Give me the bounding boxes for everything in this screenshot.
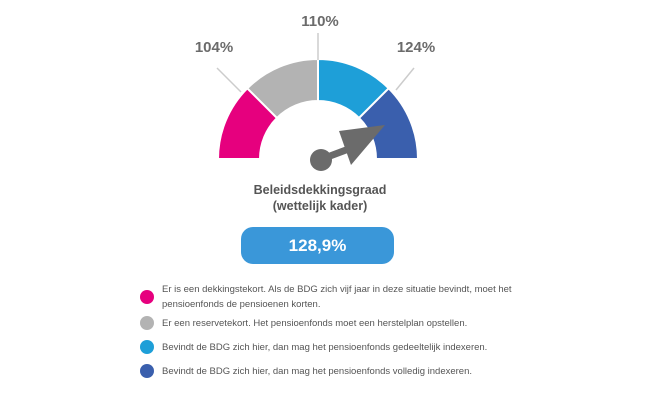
legend-text: Bevindt de BDG zich hier, dan mag het pe… (162, 342, 488, 353)
legend-text: Er een reservetekort. Het pensioenfonds … (162, 318, 468, 329)
legend-text: Bevindt de BDG zich hier, dan mag het pe… (162, 366, 473, 377)
needle-arrowhead (339, 125, 385, 165)
legend-dot-gray (140, 316, 154, 330)
legend-item-coverage-deficit: Er is een dekkingstekort. Als de BDG zic… (140, 282, 522, 312)
needle-hub (310, 149, 332, 171)
legend-dot-light-blue (140, 340, 154, 354)
legend-dot-magenta (140, 290, 154, 304)
gauge-title-line1: Beleidsdekkingsgraad (253, 183, 387, 197)
threshold-tick-104 (216, 67, 242, 93)
gauge-threshold-ticks (216, 33, 415, 93)
legend-item-reserve-deficit: Er een reservetekort. Het pensioenfonds … (140, 316, 522, 331)
threshold-label-104: 104% (195, 39, 233, 56)
gauge-needle (310, 125, 385, 171)
threshold-label-110: 110% (301, 13, 339, 30)
gauge-title-line2: (wettelijk kader) (272, 199, 368, 213)
legend-item-partial-indexation: Bevindt de BDG zich hier, dan mag het pe… (140, 340, 522, 355)
threshold-tick-124 (395, 67, 415, 91)
gauge-segments (216, 57, 420, 160)
threshold-label-124: 124% (397, 39, 435, 56)
coverage-ratio-value: 128,9% (241, 227, 394, 264)
gauge: 104% 110% 124% (195, 13, 435, 171)
legend-dot-dark-blue (140, 364, 154, 378)
gauge-title: Beleidsdekkingsgraad (wettelijk kader) (0, 182, 640, 214)
legend-text: Er is een dekkingstekort. Als de BDG zic… (162, 284, 512, 310)
legend-item-full-indexation: Bevindt de BDG zich hier, dan mag het pe… (140, 364, 522, 379)
gauge-segment-dark-blue (357, 86, 420, 160)
